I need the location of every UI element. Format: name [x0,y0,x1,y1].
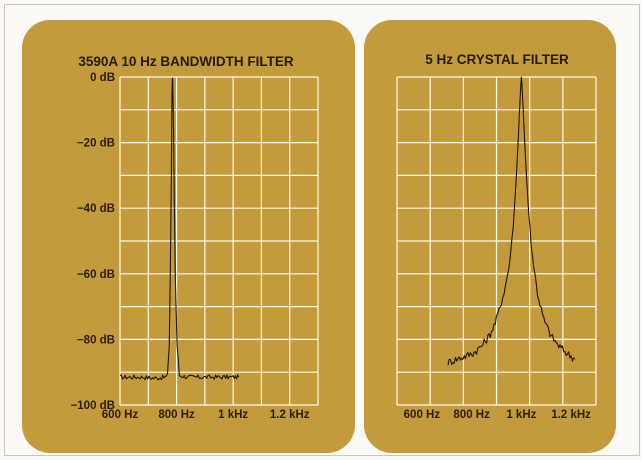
grid [119,76,319,406]
x-tick-label: 1.2 kHz [551,409,591,421]
x-tick-label: 800 Hz [158,409,195,421]
crystal-filter-chart: 5 Hz CRYSTAL FILTER 600 Hz 800 Hz 1 kHz 1.2 … [396,52,597,421]
x-tick-label: 1 kHz [218,409,248,421]
y-tick-label: −100 dB [71,400,115,412]
grid [396,76,597,406]
bandwidth-filter-panel [22,20,355,453]
filter-response-line [447,76,576,366]
chart-title: 5 Hz CRYSTAL FILTER [425,52,569,67]
y-tick-label: 0 dB [90,72,115,84]
x-tick-label: 1.2 kHz [270,409,310,421]
page-frame [4,4,640,456]
y-tick-label: −80 dB [77,334,115,346]
filter-response-line [119,77,240,381]
y-tick-label: −20 dB [77,138,115,150]
crystal-filter-panel [364,20,616,453]
chart-title: 3590A 10 Hz BANDWIDTH FILTER [78,54,294,69]
x-tick-label: 800 Hz [453,409,490,421]
x-tick-label: 600 Hz [102,409,139,421]
y-tick-label: −40 dB [77,203,115,215]
x-tick-label: 600 Hz [404,409,441,421]
bandwidth-filter-chart: 3590A 10 Hz BANDWIDTH FILTER 600 Hz 800 Hz… [71,54,319,421]
x-tick-label: 1 kHz [506,409,536,421]
y-tick-label: −60 dB [77,269,115,281]
